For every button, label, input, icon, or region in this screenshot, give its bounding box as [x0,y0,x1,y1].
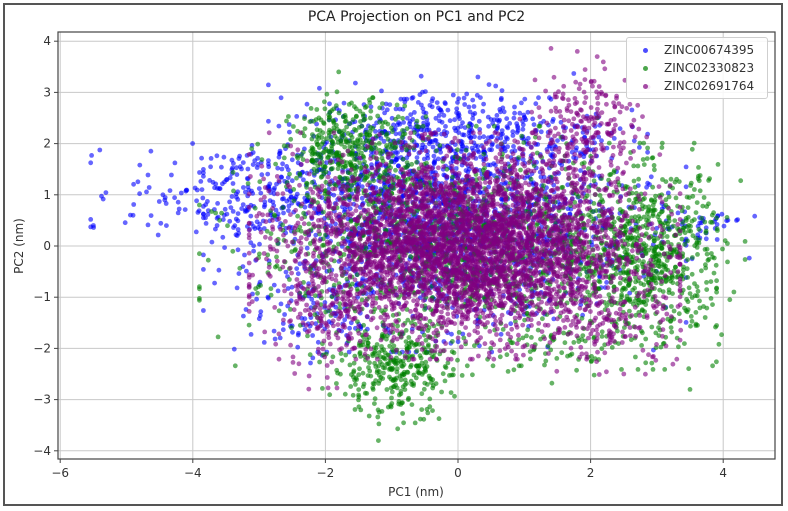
legend-label: ZINC02330823 [664,61,755,75]
series-ZINC02691764 [246,46,684,392]
legend-marker-green-icon [643,65,648,71]
x-axis-label: PC1 (nm) [388,485,444,499]
legend-item: ZINC02691764 [633,77,761,95]
legend-marker-blue-icon [643,47,648,53]
legend-marker-purple-icon [643,83,648,89]
y-axis-label: PC2 (nm) [12,218,26,274]
legend-item: ZINC00674395 [633,41,761,59]
legend-label: ZINC00674395 [664,43,755,57]
legend-label: ZINC02691764 [664,79,755,93]
scatter-points [88,46,758,443]
chart-title: PCA Projection on PC1 and PC2 [307,9,526,25]
legend-item: ZINC02330823 [633,59,761,77]
x-axis-ticks: −6 −4 −2 0 2 4 [51,459,727,480]
figure-border [3,3,783,506]
legend: ZINC00674395 ZINC02330823 ZINC02691764 [626,37,768,99]
